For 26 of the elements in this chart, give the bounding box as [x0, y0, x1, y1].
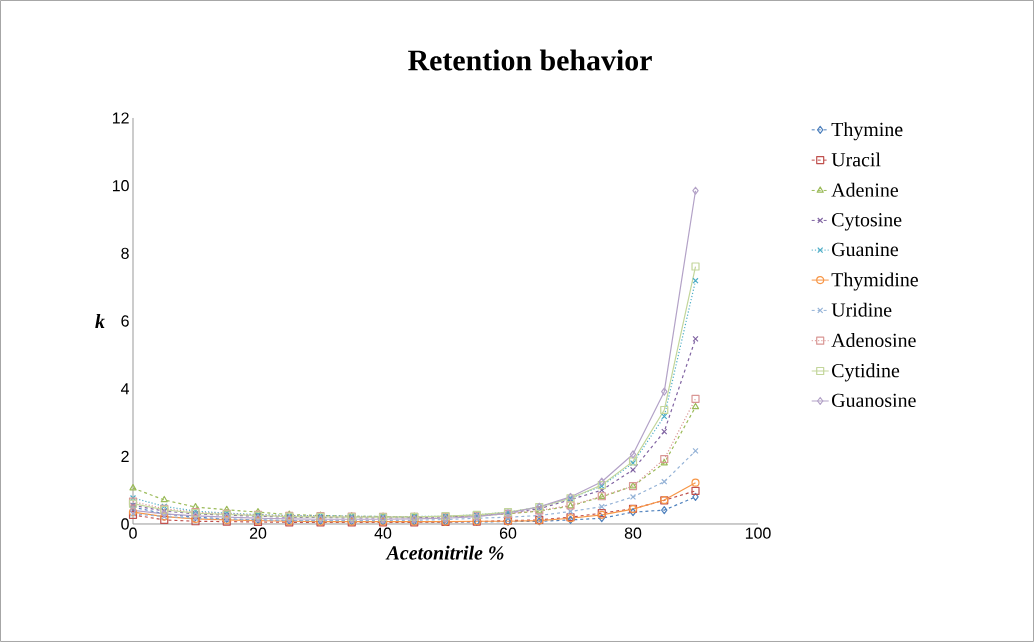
x-tick-label: 0 — [129, 527, 137, 539]
legend-label: Adenosine — [831, 333, 916, 348]
chart-title: Retention behavior — [408, 49, 652, 71]
y-tick-label: 8 — [121, 247, 129, 259]
legend-label: Guanine — [832, 242, 899, 257]
y-tick-label: 12 — [112, 112, 129, 124]
x-tick-label: 100 — [745, 527, 771, 539]
y-tick-label: 2 — [121, 450, 129, 462]
x-tick-label: 40 — [374, 527, 392, 539]
legend-label: Cytosine — [832, 213, 902, 231]
legend-label: Adenine — [831, 182, 899, 197]
y-tick-label: 4 — [120, 383, 130, 395]
legend-label: Thymine — [831, 122, 903, 141]
legend-label: Guanosine — [832, 393, 916, 408]
y-tick-label: 10 — [112, 180, 129, 192]
legend-label: Thymidine — [831, 272, 918, 291]
legend-label: Uridine — [831, 302, 892, 317]
x-axis-title: Acetonitrile % — [385, 545, 504, 560]
y-tick-label: 6 — [121, 315, 129, 327]
x-tick-label: 60 — [499, 527, 517, 539]
y-tick-label: 0 — [121, 518, 129, 530]
x-tick-label: 20 — [249, 527, 267, 539]
legend-label: Uracil — [831, 152, 881, 167]
x-tick-label: 80 — [624, 527, 642, 539]
y-axis-title: k — [95, 314, 105, 328]
legend-label: Cytidine — [832, 363, 900, 382]
